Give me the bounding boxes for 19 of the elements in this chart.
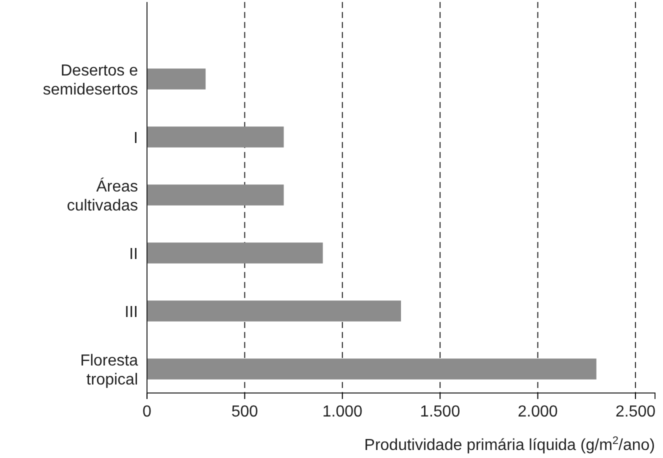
x-tick-label: 0 (142, 403, 152, 420)
y-tick-label: III (124, 304, 138, 321)
x-tick-label: 2.000 (518, 403, 558, 420)
x-tick-label: 1.500 (420, 403, 460, 420)
y-tick-label: Áreas cultivadas (66, 178, 138, 214)
y-tick-label: Floresta tropical (80, 352, 138, 388)
y-tick-label: Desertos e semidesertos (42, 62, 138, 98)
x-tick-label: 1.000 (322, 403, 362, 420)
x-tick-label: 2.500 (615, 403, 656, 420)
x-axis-title: Produtividade primária líquida (g/m$^{2}$/ano) (364, 435, 655, 454)
x-tick-label: 500 (231, 403, 258, 420)
bar (147, 358, 596, 380)
bar (147, 68, 206, 90)
y-tick-label: I (134, 130, 138, 147)
y-tick-label: II (129, 246, 138, 263)
bar (147, 184, 284, 206)
bar (147, 126, 284, 148)
bar (147, 300, 401, 322)
bar (147, 242, 323, 264)
